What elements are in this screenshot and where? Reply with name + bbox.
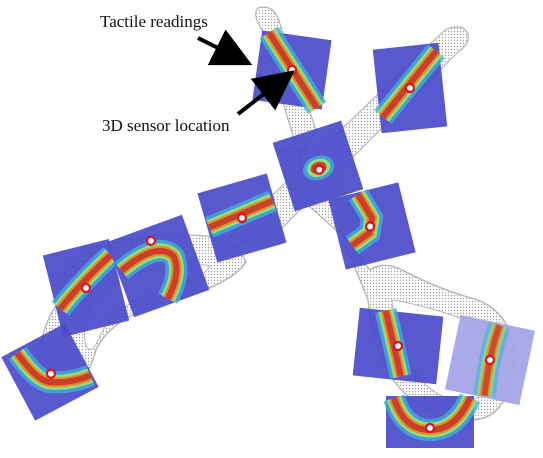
tactile-patch-10 bbox=[352, 307, 444, 385]
sensor-location-marker bbox=[236, 212, 248, 224]
sensor-location-marker bbox=[45, 368, 57, 379]
sensor-location-marker bbox=[314, 164, 325, 175]
tactile-patch-4 bbox=[197, 173, 287, 263]
sensor-location-marker bbox=[392, 340, 404, 352]
tactile-patch-1 bbox=[252, 26, 332, 114]
tactile-readings-arrow bbox=[197, 29, 253, 66]
sensor-location-marker bbox=[364, 221, 376, 232]
sensor-location-marker bbox=[404, 82, 416, 94]
tactile-patch-8 bbox=[1, 323, 99, 421]
sensor-location-marker bbox=[286, 64, 298, 76]
tactile-patch-3 bbox=[272, 120, 364, 212]
tactile-patch-2 bbox=[372, 42, 448, 134]
tactile-patch-5 bbox=[328, 182, 416, 270]
sensor-location-marker bbox=[484, 354, 496, 366]
tactile-patches bbox=[1, 26, 536, 448]
sensor-location-label: 3D sensor location bbox=[102, 116, 230, 135]
sensor-location-arrow bbox=[236, 70, 295, 116]
sensor-location-marker bbox=[424, 422, 436, 434]
tactile-patch-6 bbox=[42, 239, 130, 337]
sensor-location-marker bbox=[80, 282, 92, 294]
tactile-patch-12 bbox=[383, 393, 481, 448]
tactile-readings-label: Tactile readings bbox=[100, 12, 208, 31]
tactile-patch-9 bbox=[444, 314, 536, 406]
tactile-patch-7 bbox=[106, 214, 210, 318]
annotation-arrows bbox=[197, 29, 295, 116]
sensor-location-marker bbox=[145, 235, 157, 246]
